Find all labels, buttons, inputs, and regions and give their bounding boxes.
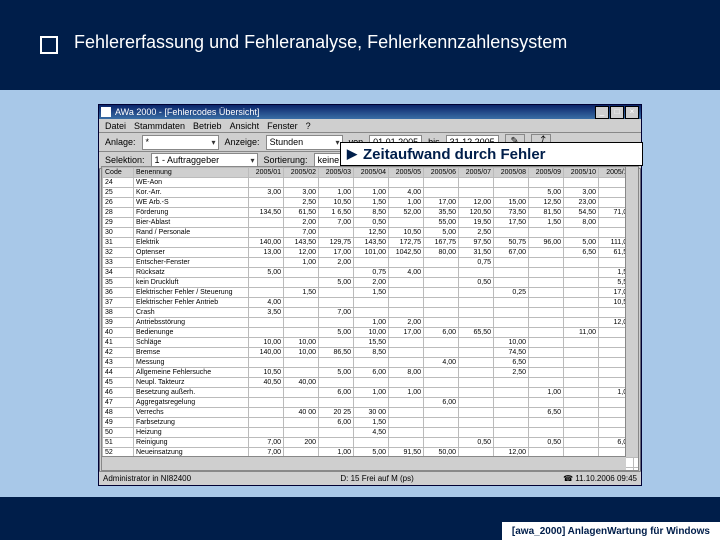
footer-text: [awa_2000] AnlagenWartung für Windows [512,526,710,537]
col-header[interactable]: Code [103,168,134,178]
minimize-button[interactable]: _ [595,106,609,119]
menu-stammdaten[interactable]: Stammdaten [134,121,185,131]
menu-fenster[interactable]: Fenster [267,121,298,131]
col-header[interactable]: 2005/01 [249,168,284,178]
table-row[interactable]: 25Kor.-Arr.3,003,001,001,004,005,003,003… [103,188,640,198]
table-row[interactable]: 47Aggregatsregelung6,00 [103,398,640,408]
table-row[interactable]: 35kein Druckluft5,002,000,505,5015,00 [103,278,640,288]
table-row[interactable]: 32Optenser13,0012,0017,00101,001042,5080… [103,248,640,258]
menubar: Datei Stammdaten Betrieb Ansicht Fenster… [99,119,641,133]
data-grid[interactable]: CodeBenennung2005/012005/022005/032005/0… [102,167,639,471]
table-row[interactable]: 49Farbsetzung6,001,50 [103,418,640,428]
table-row[interactable]: 36Elektrischer Fehler / Steuerung1,501,5… [103,288,640,298]
status-icon: ☎ [563,474,573,483]
table-row[interactable]: 40Bedienunge5,0010,0017,006,0065,5011,00… [103,328,640,338]
col-header[interactable]: 2005/10 [564,168,599,178]
table-row[interactable]: 51Reinigung7,002000,500,506,00 [103,438,640,448]
titlebar: AWa 2000 - [Fehlercodes Übersicht] _ □ × [99,105,641,119]
table-row[interactable]: 45Neupl. Takteurz40,5040,00 [103,378,640,388]
table-row[interactable]: 26WE Arb.-S2,5010,501,501,0017,0012,0015… [103,198,640,208]
table-row[interactable]: 24WE-Aon [103,178,640,188]
col-header[interactable]: 2005/09 [529,168,564,178]
menu-ansicht[interactable]: Ansicht [230,121,260,131]
selektion-label: Selektion: [105,155,145,165]
col-header[interactable]: 2005/04 [354,168,389,178]
footer: [awa_2000] AnlagenWartung für Windows [502,522,720,540]
callout-text: Zeitaufwand durch Fehler [363,146,546,163]
table-row[interactable]: 43Messung4,006,50 [103,358,640,368]
anzeige-combo[interactable]: Stunden [266,135,343,150]
col-header[interactable]: 2005/06 [424,168,459,178]
status-time: 09:45 [617,474,637,483]
menu-betrieb[interactable]: Betrieb [193,121,222,131]
table-row[interactable]: 50Heizung4,50 [103,428,640,438]
table-row[interactable]: 38Crash3,507,0011,00 [103,308,640,318]
col-header[interactable]: Benennung [134,168,249,178]
table-row[interactable]: 31Elektrik140,00143,50129,75143,50172,75… [103,238,640,248]
col-header[interactable]: 2005/02 [284,168,319,178]
col-header[interactable]: 2005/05 [389,168,424,178]
table-row[interactable]: 29Bier-Ablast2,007,000,5055,0019,5017,50… [103,218,640,228]
anlage-combo[interactable]: * [142,135,219,150]
menu-help[interactable]: ? [306,121,311,131]
status-mid: D: 15 Frei auf M (ps) [340,474,413,483]
vertical-scrollbar[interactable] [625,167,638,457]
slide-title: Fehlererfassung und Fehleranalyse, Fehle… [74,32,567,53]
maximize-button[interactable]: □ [610,106,624,119]
col-header[interactable]: 2005/08 [494,168,529,178]
anlage-label: Anlage: [105,137,136,147]
table-row[interactable]: 46Besetzung außerh.6,001,001,001,001,00 [103,388,640,398]
statusbar: Administrator in NI82400 D: 15 Frei auf … [99,471,641,485]
table-row[interactable]: 39Antriebsstörung1,002,0012,001,50 [103,318,640,328]
callout-arrow-icon: ▶ [347,146,357,162]
table-row[interactable]: 30Rand / Personale7,0012,5010,505,002,50 [103,228,640,238]
status-left: Administrator in NI82400 [103,474,191,483]
table-row[interactable]: 34Rücksatz5,000,754,001,505,50 [103,268,640,278]
table-row[interactable]: 28Förderung134,5061,501 6,508,5052,0035,… [103,208,640,218]
table-row[interactable]: 41Schläge10,0010,0015,5010,001,00 [103,338,640,348]
col-header[interactable]: 2005/03 [319,168,354,178]
table-row[interactable]: 33Entscher-Fenster1,002,000,751,50 [103,258,640,268]
table-row[interactable]: 44Allgemeine Fehlersuche10,505,006,008,0… [103,368,640,378]
sortierung-label: Sortierung: [264,155,308,165]
status-date: 11.10.2006 [575,474,614,483]
menu-datei[interactable]: Datei [105,121,126,131]
close-button[interactable]: × [625,106,639,119]
callout-box: ▶ Zeitaufwand durch Fehler [340,142,643,166]
horizontal-scrollbar[interactable] [102,456,626,470]
col-header[interactable]: 2005/07 [459,168,494,178]
anzeige-label: Anzeige: [225,137,260,147]
window-title: AWa 2000 - [Fehlercodes Übersicht] [115,107,259,117]
table-row[interactable]: 37Elektrischer Fehler Antrieb4,0010,501,… [103,298,640,308]
table-row[interactable]: 42Bremse140,0010,0086,508,5074,504,50 [103,348,640,358]
title-bullet [40,36,58,54]
app-icon [101,107,111,117]
grid-container: CodeBenennung2005/012005/022005/032005/0… [101,166,639,471]
table-row[interactable]: 48Verrechs40 0020 2530 006,503,00 [103,408,640,418]
